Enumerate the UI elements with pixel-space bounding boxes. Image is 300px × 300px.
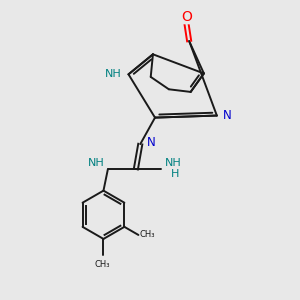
Text: H: H (171, 169, 180, 178)
Text: O: O (181, 10, 192, 24)
Text: N: N (223, 109, 232, 122)
Text: CH₃: CH₃ (94, 260, 110, 269)
Text: CH₃: CH₃ (140, 230, 155, 239)
Text: NH: NH (105, 69, 122, 79)
Text: NH: NH (164, 158, 181, 168)
Text: N: N (147, 136, 155, 149)
Text: NH: NH (88, 158, 105, 168)
